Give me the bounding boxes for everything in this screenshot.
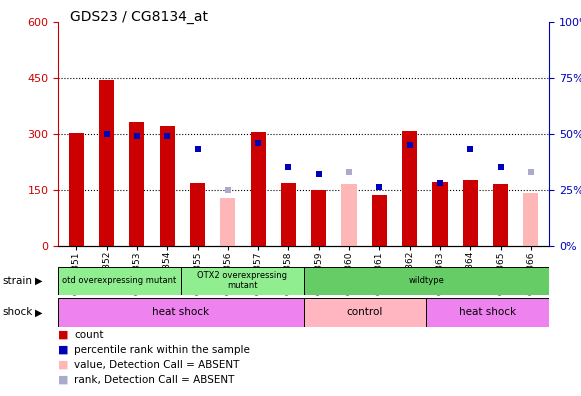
- Bar: [523, 193, 539, 246]
- Bar: [402, 131, 417, 246]
- Text: otd overexpressing mutant: otd overexpressing mutant: [62, 276, 177, 285]
- Bar: [372, 195, 387, 246]
- Bar: [342, 184, 357, 246]
- Text: ■: ■: [58, 345, 69, 355]
- Bar: [58, 267, 181, 295]
- Bar: [130, 122, 145, 246]
- Text: ▶: ▶: [35, 307, 42, 318]
- Bar: [181, 267, 303, 295]
- Text: value, Detection Call = ABSENT: value, Detection Call = ABSENT: [74, 360, 240, 370]
- Bar: [69, 133, 84, 246]
- Text: ■: ■: [58, 360, 69, 370]
- Text: count: count: [74, 329, 104, 340]
- Text: wildtype: wildtype: [408, 276, 444, 285]
- Bar: [426, 298, 549, 327]
- Bar: [281, 183, 296, 246]
- Text: heat shock: heat shock: [459, 307, 517, 318]
- Text: rank, Detection Call = ABSENT: rank, Detection Call = ABSENT: [74, 375, 235, 385]
- Text: ■: ■: [58, 329, 69, 340]
- Text: shock: shock: [3, 307, 33, 318]
- Bar: [250, 132, 266, 246]
- Text: percentile rank within the sample: percentile rank within the sample: [74, 345, 250, 355]
- Bar: [493, 184, 508, 246]
- Bar: [303, 267, 549, 295]
- Text: control: control: [347, 307, 383, 318]
- Bar: [432, 182, 447, 246]
- Text: GDS23 / CG8134_at: GDS23 / CG8134_at: [70, 10, 208, 24]
- Text: heat shock: heat shock: [152, 307, 209, 318]
- Bar: [190, 183, 205, 246]
- Bar: [220, 198, 235, 246]
- Bar: [160, 126, 175, 246]
- Bar: [99, 80, 114, 246]
- Text: ▶: ▶: [35, 276, 42, 286]
- Text: strain: strain: [3, 276, 33, 286]
- Bar: [462, 180, 478, 246]
- Bar: [303, 298, 426, 327]
- Bar: [58, 298, 303, 327]
- Text: ■: ■: [58, 375, 69, 385]
- Bar: [311, 190, 327, 246]
- Text: OTX2 overexpressing
mutant: OTX2 overexpressing mutant: [197, 271, 287, 290]
